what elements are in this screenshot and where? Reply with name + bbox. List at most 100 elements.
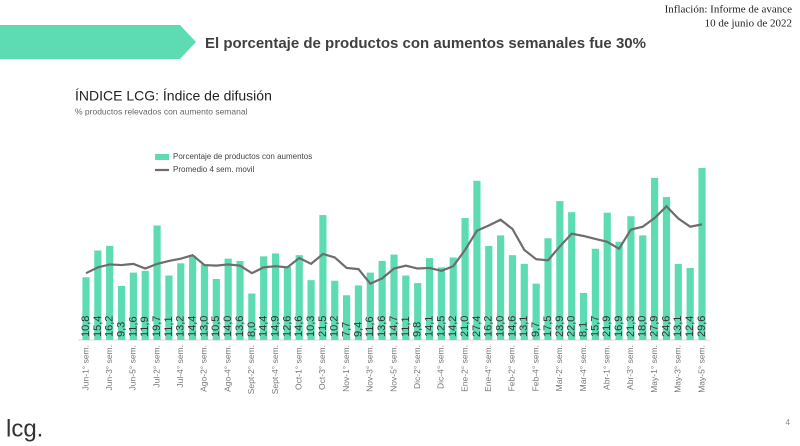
value-label: 16,2 bbox=[104, 316, 116, 337]
x-tick-label: Mar-4° sem. bbox=[578, 345, 588, 391]
bar bbox=[603, 212, 611, 340]
x-tick-label: May-1° sem. bbox=[649, 345, 659, 393]
x-tick-label: Ene-2° sem. bbox=[459, 345, 469, 392]
value-label: 10,5 bbox=[210, 316, 222, 337]
bar bbox=[141, 270, 149, 340]
bar bbox=[82, 277, 90, 340]
bar bbox=[283, 266, 291, 340]
bar bbox=[271, 253, 280, 340]
value-label: 11,6 bbox=[364, 316, 376, 337]
bar bbox=[307, 280, 315, 340]
value-label: 13,1 bbox=[672, 316, 684, 337]
x-tick-label: Nov-3° sem. bbox=[365, 345, 375, 392]
bar bbox=[343, 295, 351, 340]
value-label: 9,4 bbox=[352, 322, 364, 337]
bar bbox=[189, 256, 197, 340]
x-tick-label: Abr-1° sem. bbox=[601, 345, 611, 390]
bar bbox=[319, 215, 327, 340]
bar bbox=[449, 257, 457, 340]
bar bbox=[260, 256, 268, 340]
x-tick-label: Ene-4° sem. bbox=[483, 345, 493, 392]
x-tick-label: Jul-2° sem. bbox=[151, 345, 161, 388]
bar bbox=[627, 216, 635, 340]
x-tick-label: Feb-4° sem. bbox=[530, 345, 540, 391]
value-label: 9,3 bbox=[115, 322, 127, 337]
bar bbox=[224, 258, 232, 340]
value-label: 11,1 bbox=[163, 316, 175, 337]
bar bbox=[236, 260, 244, 340]
value-label: 11,6 bbox=[127, 316, 139, 337]
value-label: 7,7 bbox=[341, 322, 353, 337]
bar bbox=[544, 238, 552, 340]
x-tick-label: Nov-5° sem. bbox=[388, 345, 398, 392]
x-tick-label: Jun-5° sem. bbox=[128, 345, 138, 390]
report-date: 10 de junio de 2022 bbox=[705, 18, 792, 30]
bar bbox=[437, 267, 445, 340]
value-label: 14,2 bbox=[447, 316, 459, 337]
value-label: 13,2 bbox=[175, 316, 187, 337]
value-label: 19,7 bbox=[151, 316, 163, 337]
bar bbox=[212, 278, 220, 340]
chart-subtitle: % productos relevados con aumento semana… bbox=[75, 106, 248, 116]
x-tick-label: Abr-3° sem. bbox=[625, 345, 635, 390]
x-tick-label: Jun-3° sem. bbox=[104, 345, 114, 390]
bar bbox=[520, 263, 528, 340]
value-label: 29,6 bbox=[696, 316, 708, 337]
value-label: 13,1 bbox=[518, 316, 530, 337]
value-label: 14,7 bbox=[388, 316, 400, 337]
x-tick-label: Dic-4° sem. bbox=[436, 345, 446, 389]
value-label: 11,1 bbox=[400, 316, 412, 337]
bar bbox=[366, 272, 374, 340]
bar bbox=[651, 177, 659, 340]
value-label: 9,8 bbox=[412, 322, 424, 337]
value-label: 22,0 bbox=[566, 316, 578, 337]
page-number: 4 bbox=[786, 418, 791, 427]
bar bbox=[117, 285, 126, 340]
value-label: 14,6 bbox=[293, 316, 305, 337]
bar bbox=[295, 255, 303, 340]
value-label: 11,9 bbox=[139, 316, 151, 337]
value-label: 16,9 bbox=[613, 316, 625, 337]
value-label: 13,6 bbox=[376, 316, 388, 337]
value-label: 23,9 bbox=[554, 316, 566, 337]
slide-title: El porcentaje de productos con aumentos … bbox=[205, 35, 646, 52]
bar bbox=[579, 292, 588, 340]
legend-label: Promedio 4 sem. movil bbox=[173, 165, 255, 174]
value-label: 14,9 bbox=[269, 316, 281, 337]
bar bbox=[248, 293, 256, 340]
value-label: 8,1 bbox=[577, 322, 589, 337]
bar bbox=[331, 280, 339, 340]
bar bbox=[662, 197, 671, 340]
value-label: 14,1 bbox=[423, 316, 435, 337]
x-tick-label: Sept-2° sem. bbox=[246, 345, 256, 394]
value-label: 21,5 bbox=[317, 316, 329, 337]
bar bbox=[674, 263, 682, 340]
value-label: 21,3 bbox=[625, 316, 637, 337]
x-tick-label: Feb-2° sem. bbox=[507, 345, 517, 391]
x-tick-label: Jun-1° sem. bbox=[80, 345, 90, 390]
bar bbox=[390, 254, 398, 340]
bar bbox=[402, 275, 410, 340]
bar bbox=[556, 201, 564, 340]
value-label: 18,0 bbox=[637, 316, 649, 337]
value-label: 17,5 bbox=[542, 316, 554, 337]
x-tick-label: Oct-3° sem. bbox=[317, 345, 327, 390]
chart-title: ÍNDICE LCG: Índice de difusión bbox=[75, 88, 272, 104]
legend-label: Porcentaje de productos con aumentos bbox=[173, 152, 312, 161]
bar bbox=[106, 245, 114, 340]
value-label: 8,0 bbox=[246, 322, 258, 337]
bar bbox=[485, 245, 493, 340]
bar bbox=[129, 272, 137, 340]
value-label: 13,6 bbox=[234, 316, 246, 337]
bar bbox=[497, 235, 505, 340]
value-label: 13,0 bbox=[198, 316, 210, 337]
value-label: 21,9 bbox=[601, 316, 613, 337]
x-tick-label: May-5° sem. bbox=[696, 345, 706, 393]
value-label: 12,6 bbox=[281, 316, 293, 337]
x-tick-label: Ago-4° sem. bbox=[222, 345, 232, 392]
value-label: 12,4 bbox=[684, 316, 696, 337]
bar bbox=[200, 264, 209, 340]
value-label: 24,6 bbox=[660, 316, 672, 337]
bar bbox=[461, 217, 469, 340]
